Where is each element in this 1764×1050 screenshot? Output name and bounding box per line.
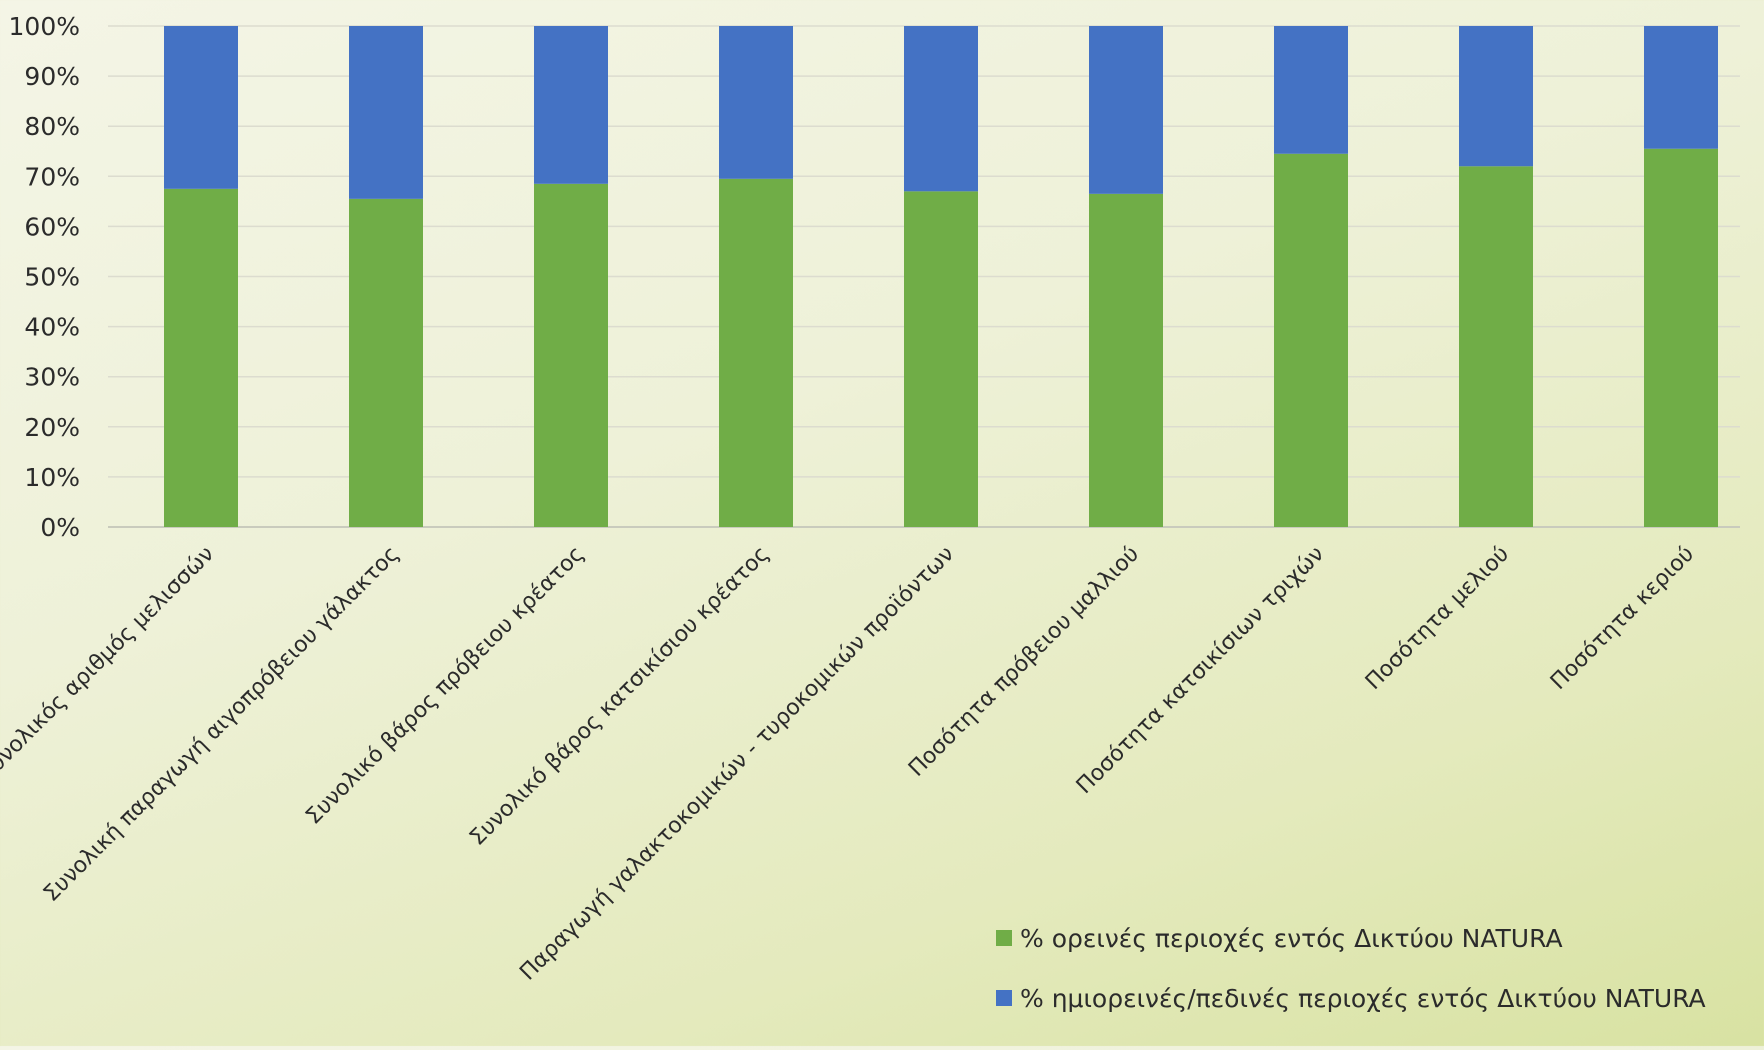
bar-segment-lowland-5 [1089, 26, 1163, 194]
y-tick-label: 10% [24, 463, 80, 492]
y-tick-label: 20% [24, 413, 80, 442]
y-tick-label: 40% [24, 313, 80, 342]
legend-item-lowland: % ημιορεινές/πεδινές περιοχές εντός Δικτ… [996, 980, 1706, 1016]
x-category-label: Συνολική παραγωγή αιγοπρόβειου γάλακτος [39, 542, 404, 907]
y-tick-label: 0% [40, 513, 80, 542]
bar-segment-lowland-1 [349, 26, 423, 199]
y-tick-label: 80% [24, 112, 80, 141]
x-category-label: Ποσότητα κεριού [1546, 542, 1699, 695]
bar-segment-mountain-0 [164, 188, 238, 527]
bar-segment-mountain-8 [1644, 148, 1718, 527]
bar-segment-mountain-2 [534, 183, 608, 527]
legend-item-mountain: % ορεινές περιοχές εντός Δικτύου NATURA [996, 920, 1706, 956]
bar-segment-mountain-6 [1274, 153, 1348, 527]
bars [164, 26, 1718, 527]
legend-swatch-mountain [996, 930, 1012, 946]
bar-segment-lowland-2 [534, 26, 608, 184]
bar-segment-mountain-3 [719, 178, 793, 527]
bar-segment-mountain-7 [1459, 166, 1533, 527]
y-tick-label: 90% [24, 62, 80, 91]
y-tick-label: 70% [24, 162, 80, 191]
y-tick-label: 60% [24, 212, 80, 241]
bar-segment-lowland-0 [164, 26, 238, 189]
bar-segment-lowland-8 [1644, 26, 1718, 149]
y-axis-tick-labels: 0% 10% 20% 30% 40% 50% 60% 70% 80% 90% 100% [9, 12, 80, 542]
legend-swatch-lowland [996, 990, 1012, 1006]
x-category-label: Παραγωγή γαλακτοκομικών - τυροκομικών πρ… [515, 542, 959, 986]
y-tick-label: 30% [24, 363, 80, 392]
bar-segment-lowland-3 [719, 26, 793, 179]
x-category-label: Ποσότητα μελιού [1361, 542, 1514, 695]
legend-label-mountain: % ορεινές περιοχές εντός Δικτύου NATURA [1020, 923, 1563, 953]
legend-label-lowland: % ημιορεινές/πεδινές περιοχές εντός Δικτ… [1020, 983, 1706, 1013]
legend: % ορεινές περιοχές εντός Δικτύου NATURA … [996, 920, 1706, 1040]
bar-segment-mountain-1 [349, 198, 423, 527]
bar-segment-mountain-5 [1089, 193, 1163, 527]
x-category-label: Συνολικό βάρος κατσικίσιου κρέατος [465, 542, 774, 851]
y-tick-label: 50% [24, 263, 80, 292]
bar-segment-mountain-4 [904, 191, 978, 527]
y-tick-label: 100% [9, 12, 80, 41]
bar-segment-lowland-7 [1459, 26, 1533, 167]
bar-segment-lowland-6 [1274, 26, 1348, 154]
bar-segment-lowland-4 [904, 26, 978, 192]
